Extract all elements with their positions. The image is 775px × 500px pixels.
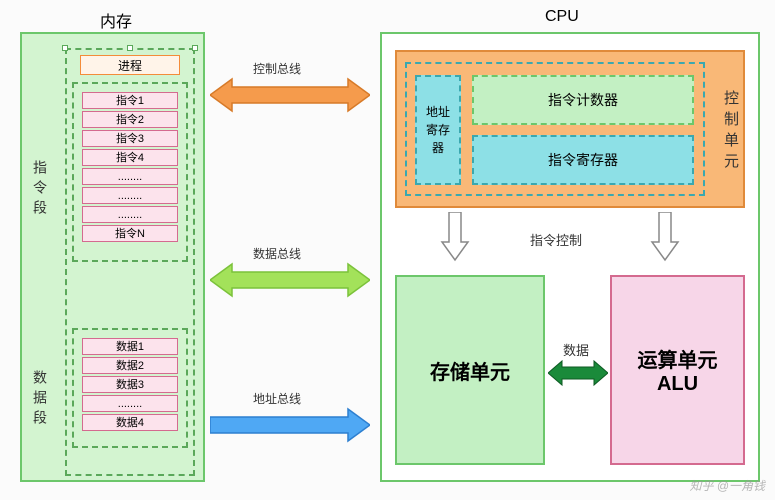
- instr-list: 指令1 指令2 指令3 指令4 ........ ........ ......…: [82, 92, 178, 244]
- addr-register: 地址 寄存 器: [415, 75, 461, 185]
- instr-cell: ........: [82, 187, 178, 204]
- instr-seg-label: 指令段: [30, 160, 50, 220]
- memory-title: 内存: [100, 8, 132, 32]
- instr-register: 指令寄存器: [472, 135, 694, 185]
- control-unit-label: 控制单元: [720, 90, 741, 174]
- down-arrow-icon: [650, 212, 680, 262]
- process-label-box: 进程: [80, 55, 180, 75]
- handle: [62, 45, 68, 51]
- alu-label2: ALU: [657, 373, 698, 396]
- instr-cell: 指令4: [82, 149, 178, 166]
- instr-counter: 指令计数器: [472, 75, 694, 125]
- data-bus-arrow: [210, 260, 370, 300]
- instr-cell: 指令2: [82, 111, 178, 128]
- instr-cell: ........: [82, 206, 178, 223]
- handle: [192, 45, 198, 51]
- data-cell: 数据3: [82, 376, 178, 393]
- address-bus-arrow: [210, 405, 370, 445]
- data-arrow-label: 数据: [563, 340, 589, 359]
- alu-unit: 运算单元 ALU: [610, 275, 745, 465]
- data-double-arrow: [548, 358, 608, 388]
- handle: [127, 45, 133, 51]
- data-list: 数据1 数据2 数据3 ........ 数据4: [82, 338, 178, 433]
- storage-unit: 存储单元: [395, 275, 545, 465]
- instr-cell: 指令N: [82, 225, 178, 242]
- data-cell: ........: [82, 395, 178, 412]
- data-cell: 数据2: [82, 357, 178, 374]
- instr-cell: 指令3: [82, 130, 178, 147]
- control-bus-arrow: [210, 75, 370, 115]
- instr-cell: 指令1: [82, 92, 178, 109]
- cpu-title: CPU: [545, 8, 579, 26]
- data-cell: 数据1: [82, 338, 178, 355]
- down-arrow-icon: [440, 212, 470, 262]
- watermark: 知乎 @一角钱: [689, 477, 765, 494]
- data-seg-label: 数据段: [30, 370, 50, 430]
- instr-ctrl-label: 指令控制: [530, 230, 582, 249]
- alu-label1: 运算单元: [638, 344, 718, 373]
- data-cell: 数据4: [82, 414, 178, 431]
- instr-cell: ........: [82, 168, 178, 185]
